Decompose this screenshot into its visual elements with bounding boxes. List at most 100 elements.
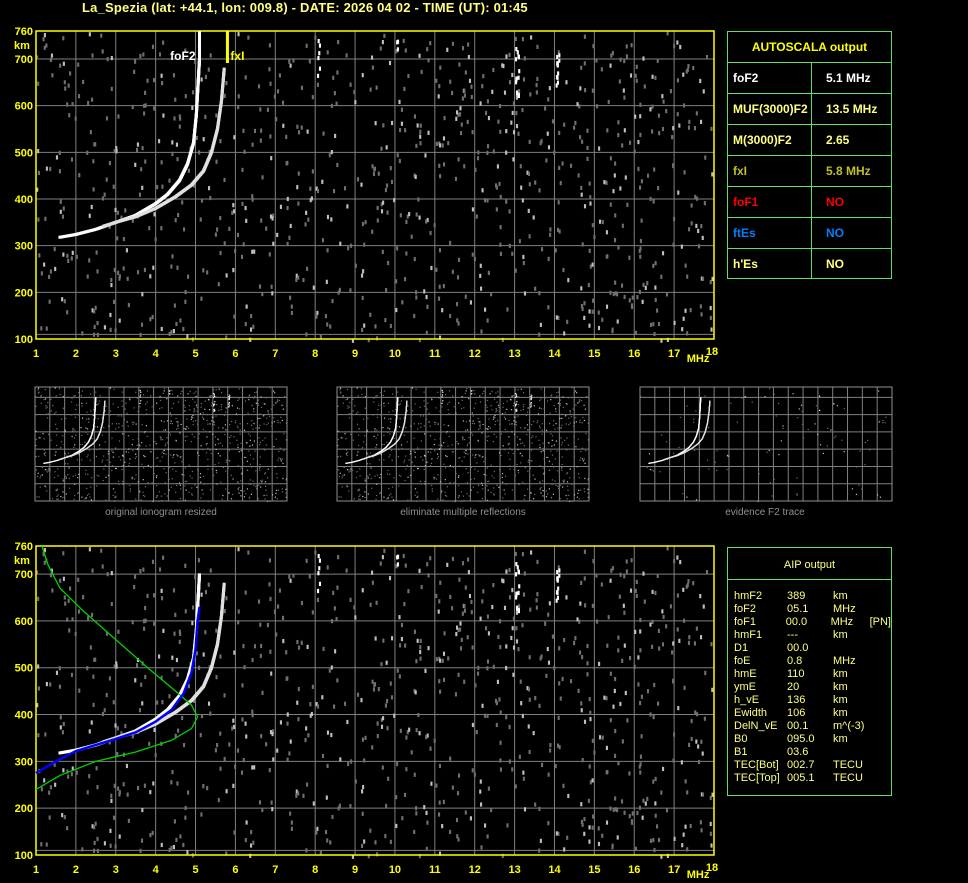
- noise-dot: [154, 752, 157, 758]
- noise-dot: [413, 772, 416, 777]
- noise-dot: [580, 708, 583, 713]
- noise-dot: [307, 733, 310, 738]
- noise-dot: [240, 473, 243, 475]
- noise-dot: [264, 473, 266, 475]
- noise-dot: [218, 409, 220, 411]
- noise-dot: [204, 430, 206, 433]
- noise-dot: [216, 396, 218, 398]
- x-tick-label: 15: [588, 348, 600, 360]
- noise-dot: [110, 798, 113, 803]
- noise-dot: [184, 815, 187, 820]
- noise-dot: [225, 596, 228, 601]
- noise-dot: [158, 654, 161, 659]
- noise-dot: [389, 433, 391, 435]
- noise-dot: [206, 436, 208, 438]
- noise-dot: [159, 460, 161, 462]
- noise-dot: [444, 467, 447, 469]
- noise-dot: [184, 467, 186, 469]
- noise-dot: [92, 159, 95, 164]
- noise-dot: [577, 492, 579, 494]
- noise-dot: [614, 676, 617, 682]
- noise-dot: [103, 455, 105, 457]
- noise-dot: [248, 450, 250, 452]
- noise-dot: [516, 444, 519, 446]
- noise-dot: [511, 767, 514, 772]
- noise-dot: [246, 469, 249, 471]
- noise-dot: [280, 458, 282, 460]
- x-tick-label: 14: [548, 864, 561, 876]
- noise-dot: [557, 831, 560, 836]
- noise-dot: [115, 495, 117, 497]
- noise-dot: [43, 45, 46, 50]
- noise-dot: [154, 237, 157, 242]
- noise-dot: [257, 430, 259, 433]
- noise-dot: [518, 69, 521, 74]
- noise-dot: [241, 167, 244, 173]
- noise-dot: [192, 417, 194, 419]
- noise-dot: [165, 453, 167, 455]
- noise-dot: [95, 431, 97, 433]
- noise-dot: [447, 656, 450, 661]
- noise-dot: [176, 157, 179, 162]
- noise-dot: [500, 433, 503, 435]
- noise-dot: [444, 479, 446, 481]
- noise-dot: [516, 436, 518, 438]
- noise-dot: [470, 599, 473, 605]
- noise-dot: [499, 251, 502, 256]
- noise-dot: [267, 422, 269, 424]
- noise-dot: [181, 473, 183, 476]
- noise-dot: [396, 40, 399, 45]
- noise-dot: [166, 436, 168, 439]
- noise-dot: [112, 451, 114, 453]
- trace-point: [104, 400, 106, 402]
- noise-dot: [44, 732, 47, 737]
- noise-dot: [528, 182, 531, 187]
- noise-dot: [259, 463, 261, 466]
- noise-dot: [158, 567, 162, 572]
- noise-dot: [484, 307, 487, 312]
- noise-dot: [179, 497, 182, 500]
- noise-dot: [266, 622, 269, 628]
- noise-dot: [598, 661, 601, 666]
- noise-dot: [430, 462, 433, 464]
- noise-dot: [297, 686, 300, 692]
- noise-dot: [184, 805, 187, 811]
- noise-dot: [251, 765, 254, 770]
- noise-dot: [281, 491, 284, 493]
- noise-dot: [555, 422, 557, 425]
- noise-dot: [274, 466, 276, 468]
- noise-dot: [143, 626, 146, 631]
- noise-dot: [215, 469, 217, 472]
- noise-dot: [396, 668, 399, 673]
- noise-dot: [64, 497, 66, 499]
- noise-dot: [40, 326, 43, 331]
- noise-dot: [179, 456, 181, 458]
- noise-dot: [418, 568, 421, 573]
- noise-dot: [542, 480, 544, 482]
- noise-dot: [63, 486, 65, 488]
- noise-dot: [251, 709, 254, 714]
- noise-dot: [451, 606, 454, 611]
- noise-dot: [164, 482, 166, 484]
- noise-dot: [405, 427, 407, 429]
- noise-dot: [245, 304, 248, 309]
- noise-dot: [187, 427, 190, 429]
- noise-dot: [352, 398, 354, 400]
- noise-dot: [363, 242, 366, 247]
- noise-dot: [74, 116, 77, 121]
- noise-dot: [710, 327, 713, 332]
- noise-dot: [244, 721, 247, 726]
- noise-dot: [163, 450, 165, 452]
- noise-dot: [414, 430, 416, 433]
- thumb-original: [34, 386, 288, 503]
- noise-dot: [295, 277, 298, 283]
- noise-dot: [467, 42, 470, 47]
- noise-dot: [91, 308, 94, 313]
- x-tick-label: 17: [668, 864, 680, 876]
- noise-dot: [93, 848, 96, 853]
- noise-dot: [397, 391, 399, 393]
- noise-dot: [343, 474, 345, 476]
- noise-dot: [88, 32, 91, 37]
- noise-dot: [400, 121, 403, 126]
- noise-dot: [155, 476, 158, 478]
